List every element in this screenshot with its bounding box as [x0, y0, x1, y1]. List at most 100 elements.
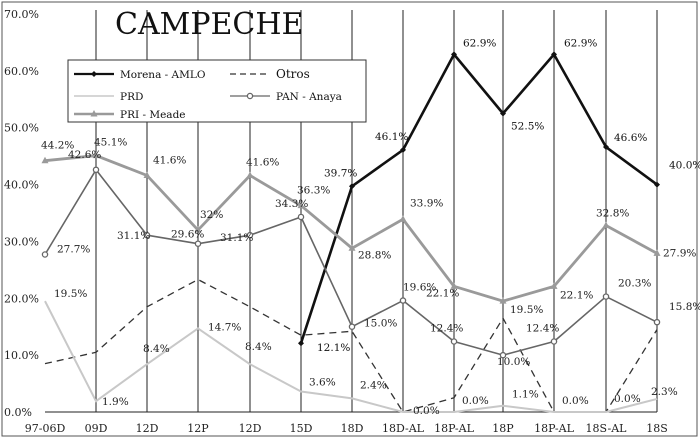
data-label: 12.1%: [317, 342, 350, 354]
data-point-marker: [348, 244, 356, 251]
data-label: 0.0%: [413, 405, 440, 417]
legend-label: PAN - Anaya: [276, 91, 342, 103]
data-point-marker: [246, 171, 254, 178]
data-label: 31.1%: [220, 232, 253, 244]
y-tick-label: 20.0%: [4, 292, 39, 305]
series-line-prd: [44, 300, 658, 413]
data-point-marker: [451, 51, 457, 58]
data-label: 32.8%: [596, 208, 629, 220]
data-label: 0.0%: [562, 395, 589, 407]
data-point-marker: [450, 282, 458, 289]
data-label: 27.7%: [57, 244, 90, 256]
data-label: 1.9%: [102, 396, 129, 408]
data-label: 12.4%: [430, 322, 463, 334]
axis-layer: 0.0% 10.0% 20.0% 30.0% 40.0% 50.0% 60.0% 70.0% 9…: [4, 8, 668, 435]
data-label: 46.6%: [614, 132, 647, 144]
chart-title: CAMPECHE: [115, 7, 303, 42]
data-point-marker: [41, 251, 49, 258]
data-label: 14.7%: [208, 321, 241, 333]
data-label: 20.3%: [618, 278, 651, 290]
data-point-marker: [499, 351, 507, 359]
data-point-marker: [653, 249, 661, 256]
y-tick-label: 70.0%: [4, 8, 39, 21]
data-label: 62.9%: [463, 37, 496, 49]
data-label: 1.1%: [512, 389, 539, 401]
y-tick-label: 50.0%: [4, 122, 39, 135]
legend-label: Otros: [276, 67, 310, 81]
y-tick-label: 60.0%: [4, 65, 39, 78]
x-tick-label: 18D: [341, 422, 364, 435]
x-tick-label: 18P: [492, 422, 514, 435]
data-label: 52.5%: [511, 121, 544, 133]
data-label: 19.5%: [54, 288, 87, 300]
data-point-marker: [297, 213, 305, 221]
data-point-marker: [550, 282, 558, 289]
data-point-marker: [92, 151, 100, 159]
data-point-marker: [297, 201, 305, 209]
data-point-marker: [143, 171, 151, 178]
data-point-marker: [349, 183, 355, 190]
data-point-marker: [653, 318, 661, 326]
data-point-marker: [551, 51, 557, 58]
chart-border: [1, 1, 698, 437]
data-label: 15.8%: [669, 301, 700, 313]
y-tick-label: 0.0%: [4, 406, 32, 419]
y-tick-label: 10.0%: [4, 349, 39, 362]
data-label: 33.9%: [410, 197, 443, 209]
data-label: 31.1%: [117, 230, 150, 242]
data-point-marker: [348, 323, 356, 330]
data-label: 19.5%: [510, 304, 543, 316]
data-point-marker: [400, 146, 406, 153]
x-tick-label: 18S-AL: [586, 422, 628, 435]
data-point-marker: [602, 221, 610, 229]
data-label: 22.1%: [560, 289, 593, 301]
data-label: 29.6%: [171, 229, 204, 241]
data-point-marker: [603, 144, 609, 151]
x-tick-label: 18D-AL: [382, 422, 425, 435]
data-label: 10.0%: [497, 356, 530, 368]
data-label: 19.6%: [403, 282, 436, 294]
data-point-marker: [298, 340, 304, 347]
data-point-marker: [399, 215, 407, 222]
data-point-marker: [41, 156, 49, 164]
data-label: 0.0%: [614, 393, 641, 405]
legend-marker: [246, 92, 254, 100]
data-label: 27.9%: [663, 247, 696, 259]
data-label: 3.6%: [309, 377, 336, 389]
x-tick-label: 18S: [646, 422, 668, 435]
data-label: 42.6%: [68, 149, 101, 161]
data-point-marker: [399, 297, 407, 304]
data-point-marker: [499, 297, 507, 304]
data-point-marker: [246, 231, 254, 239]
y-tick-label: 40.0%: [4, 179, 39, 192]
series-line-otros: [44, 278, 658, 413]
data-label: 45.1%: [94, 137, 127, 149]
data-label: 36.3%: [297, 185, 330, 197]
x-tick-label: 12D: [239, 422, 262, 435]
legend-label: Morena - AMLO: [120, 69, 206, 81]
data-label: 34.3%: [275, 198, 308, 210]
data-point-marker: [500, 110, 506, 117]
y-tick-label: 30.0%: [4, 235, 39, 248]
legend-label: PRD: [120, 91, 143, 103]
data-point-marker: [194, 240, 202, 247]
data-point-marker: [602, 293, 610, 300]
data-point-marker: [654, 181, 660, 188]
data-point-marker: [550, 338, 558, 345]
x-tick-label: 09D: [85, 422, 108, 435]
data-label: 39.7%: [324, 167, 357, 179]
data-point-marker: [450, 338, 458, 345]
legend-marker: [90, 110, 98, 117]
x-tick-label: 15D: [290, 422, 313, 435]
x-tick-label: 18P-AL: [534, 422, 574, 435]
data-label: 32%: [200, 209, 223, 221]
data-label: 62.9%: [564, 37, 597, 49]
label-layer: 12.1% 39.7% 46.1% 62.9% 52.5% 62.9% 46.6% 40.0%…: [41, 37, 700, 417]
data-label: 2.4%: [360, 379, 387, 391]
legend-box: [67, 59, 367, 123]
data-point-marker: [194, 226, 202, 233]
data-label: 40.0%: [669, 160, 700, 172]
data-label: 44.2%: [41, 140, 74, 152]
data-label: 22.1%: [426, 287, 459, 299]
